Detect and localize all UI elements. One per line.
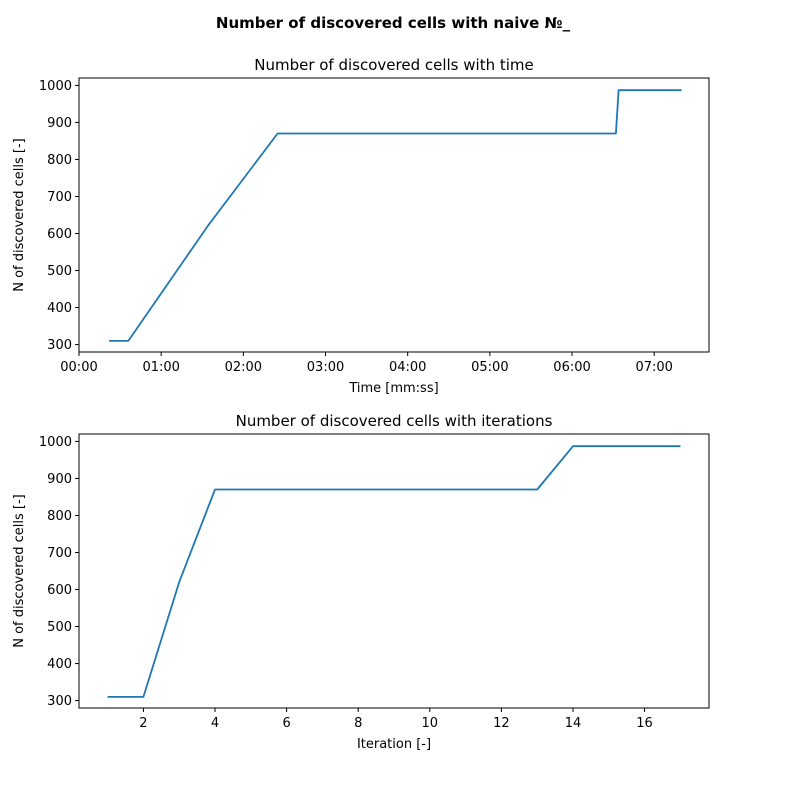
time-plot-xtick-label: 06:00: [553, 360, 590, 375]
time-plot-ytick-label: 700: [47, 190, 72, 205]
time-plot-xtick-label: 04:00: [389, 360, 426, 375]
iteration-plot-ytick-label: 400: [47, 657, 72, 672]
iteration-plot-ytick-label: 1000: [39, 435, 72, 450]
iteration-plot-ytick-label: 700: [47, 546, 72, 561]
iteration-plot-xtick-label: 6: [282, 716, 290, 731]
iteration-plot-xtick-label: 10: [422, 716, 439, 731]
time-plot-title: Number of discovered cells with time: [254, 56, 534, 74]
iteration-plot-xtick-label: 16: [636, 716, 653, 731]
iteration-plot-xtick-label: 8: [354, 716, 362, 731]
iteration-plot-ytick-label: 500: [47, 620, 72, 635]
time-plot-xlabel: Time [mm:ss]: [348, 381, 438, 396]
time-plot-ytick-label: 500: [47, 264, 72, 279]
iteration-plot-ytick-label: 800: [47, 509, 72, 524]
time-plot-xtick-label: 00:00: [60, 360, 97, 375]
time-plot-xtick-label: 07:00: [635, 360, 672, 375]
iteration-plot-ytick-label: 300: [47, 694, 72, 709]
figure-suptitle: Number of discovered cells with naive №_: [216, 14, 571, 32]
time-plot-ytick-label: 600: [47, 227, 72, 242]
time-plot-ytick-label: 1000: [39, 79, 72, 94]
time-plot-ytick-label: 800: [47, 153, 72, 168]
time-plot-xtick-label: 03:00: [307, 360, 344, 375]
time-plot-ytick-label: 400: [47, 301, 72, 316]
time-plot-xtick-label: 01:00: [142, 360, 179, 375]
time-plot-xtick-label: 02:00: [225, 360, 262, 375]
iteration-plot-xtick-label: 12: [493, 716, 510, 731]
iteration-plot-ylabel: N of discovered cells [-]: [12, 494, 27, 648]
iteration-plot-xtick-label: 4: [211, 716, 219, 731]
time-plot-ytick-label: 300: [47, 338, 72, 353]
iteration-plot-xlabel: Iteration [-]: [357, 737, 431, 752]
iteration-plot-series-line: [107, 445, 681, 698]
iteration-plot-ytick-label: 900: [47, 472, 72, 487]
iteration-plot-xtick-label: 2: [139, 716, 147, 731]
iteration-plot-title: Number of discovered cells with iteratio…: [236, 412, 553, 430]
time-plot: Number of discovered cells with time Tim…: [12, 56, 710, 396]
iteration-plot-ytick-label: 600: [47, 583, 72, 598]
time-plot-ytick-label: 900: [47, 116, 72, 131]
iteration-plot-axes-frame: [78, 433, 710, 709]
time-plot-axes-frame: [78, 77, 710, 353]
iteration-plot: Number of discovered cells with iteratio…: [12, 412, 710, 752]
time-plot-ylabel: N of discovered cells [-]: [12, 138, 27, 292]
time-plot-series-line: [109, 89, 682, 342]
time-plot-xtick-label: 05:00: [471, 360, 508, 375]
iteration-plot-xtick-label: 14: [565, 716, 582, 731]
